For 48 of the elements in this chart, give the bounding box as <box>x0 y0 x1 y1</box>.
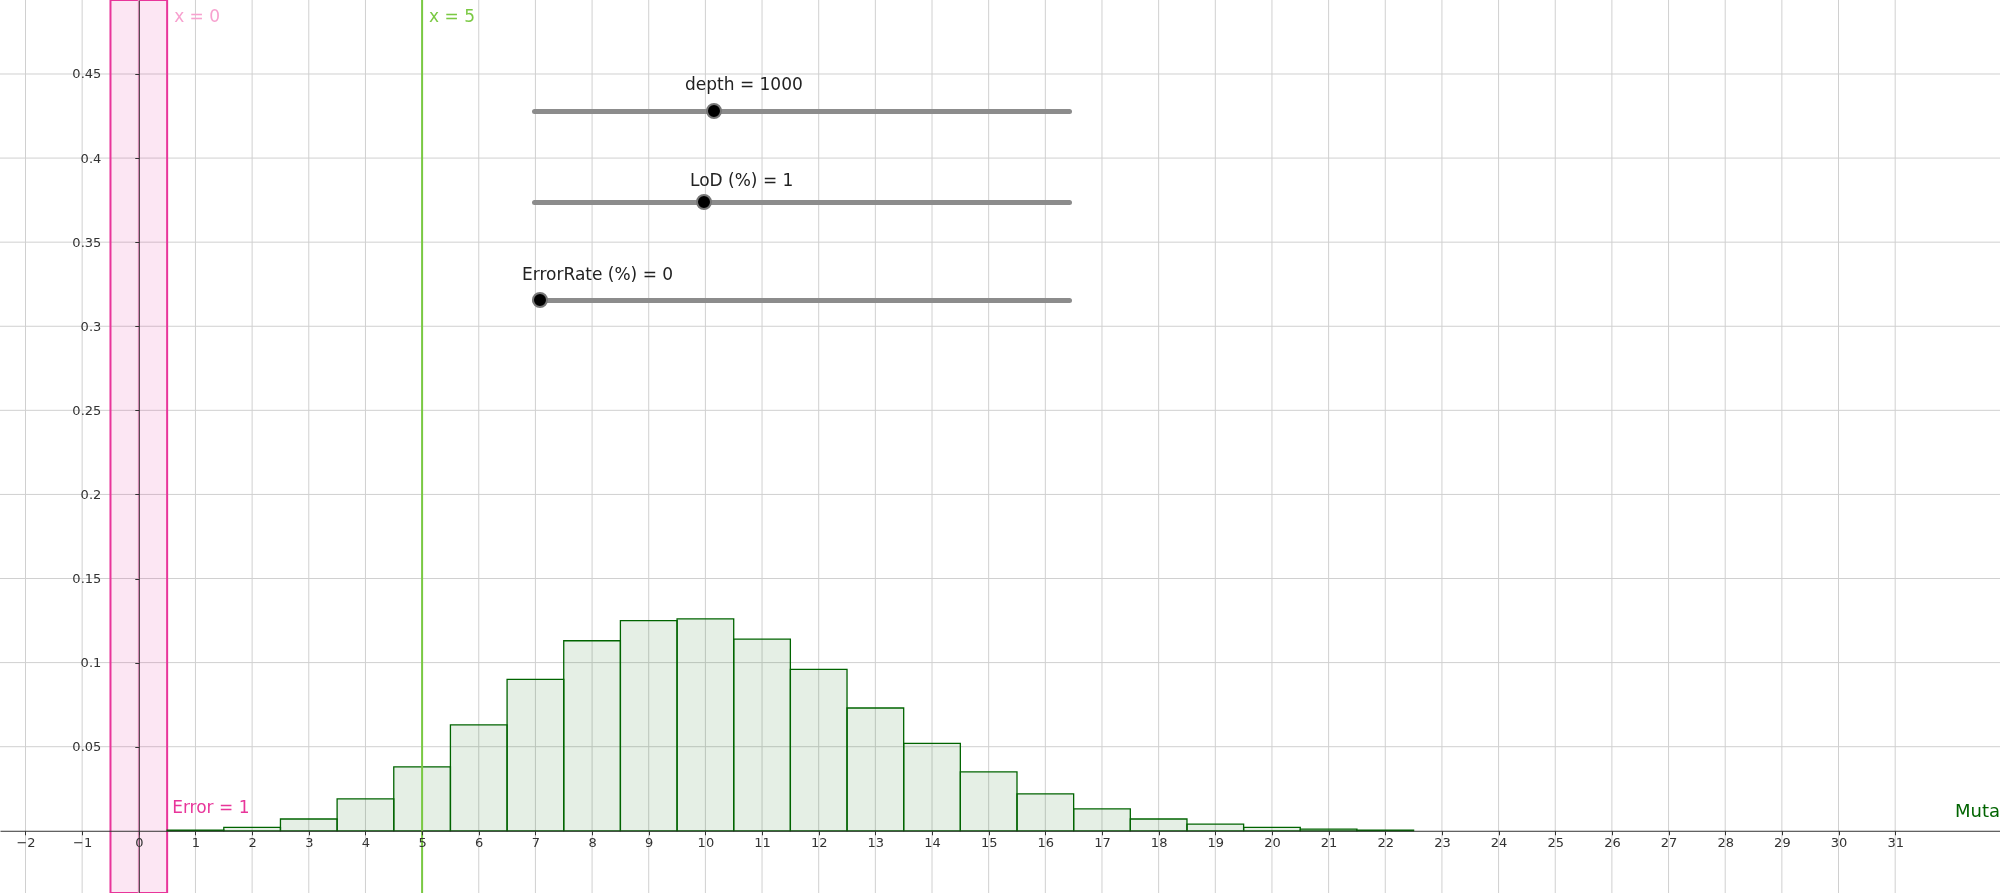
x-tick-label: 7 <box>531 835 541 851</box>
y-tick-label: 0.1 <box>80 655 102 671</box>
annotation: depth = 1000 <box>685 74 803 94</box>
x-tick-label: 2 <box>248 835 257 851</box>
x-tick-label: 27 <box>1660 835 1678 851</box>
x-tick-label: 8 <box>588 835 597 851</box>
y-tick-label: 0.3 <box>80 318 102 334</box>
x-tick-label: 11 <box>754 835 771 851</box>
y-tick-label: 0.25 <box>72 402 102 418</box>
x-tick-label: 31 <box>1887 835 1904 851</box>
x-tick-label: 24 <box>1490 835 1508 851</box>
band-label: Error = 1 <box>172 796 250 817</box>
x-tick-label: −2 <box>16 835 36 851</box>
x-tick-label: 20 <box>1264 835 1281 851</box>
y-tick-label: 0.15 <box>72 571 102 587</box>
x-tick-label: 16 <box>1037 835 1055 851</box>
ref-line-label: x = 5 <box>429 6 476 26</box>
x-tick-label: 29 <box>1774 835 1791 851</box>
y-tick-label: 0.05 <box>72 739 102 755</box>
y-tick-label: 0.2 <box>80 486 102 502</box>
x-tick-label: 12 <box>810 835 828 851</box>
ref-line-label: x = 0 <box>174 6 221 26</box>
x-tick-label: 4 <box>361 835 371 851</box>
x-tick-label: 15 <box>980 835 998 851</box>
x-tick-label: 14 <box>924 835 941 851</box>
x-tick-label: 22 <box>1377 835 1395 851</box>
x-tick-label: 18 <box>1150 835 1168 851</box>
x-tick-label: −1 <box>73 835 93 851</box>
x-tick-label: 6 <box>475 835 484 851</box>
annotation: LoD (%) = 1 <box>690 170 794 190</box>
annotation: ErrorRate (%) = 0 <box>522 264 674 284</box>
x-tick-label: 13 <box>867 835 885 851</box>
x-tick-label: 1 <box>191 835 201 851</box>
x-tick-label: 21 <box>1320 835 1338 851</box>
x-axis-title: Muta <box>1954 799 2000 821</box>
x-tick-label: 28 <box>1717 835 1734 851</box>
x-tick-label: 23 <box>1434 835 1451 851</box>
y-tick-label: 0.4 <box>80 150 102 166</box>
x-tick-label: 19 <box>1207 835 1225 851</box>
y-tick-label: 0.35 <box>72 234 102 250</box>
x-tick-label: 17 <box>1094 835 1111 851</box>
x-tick-label: 26 <box>1604 835 1621 851</box>
x-tick-label: 3 <box>305 835 314 851</box>
x-tick-label: 10 <box>697 835 715 851</box>
x-tick-label: 25 <box>1547 835 1565 851</box>
x-tick-label: 9 <box>645 835 654 851</box>
y-tick-label: 0.45 <box>72 66 102 82</box>
x-tick-label: 30 <box>1830 835 1848 851</box>
